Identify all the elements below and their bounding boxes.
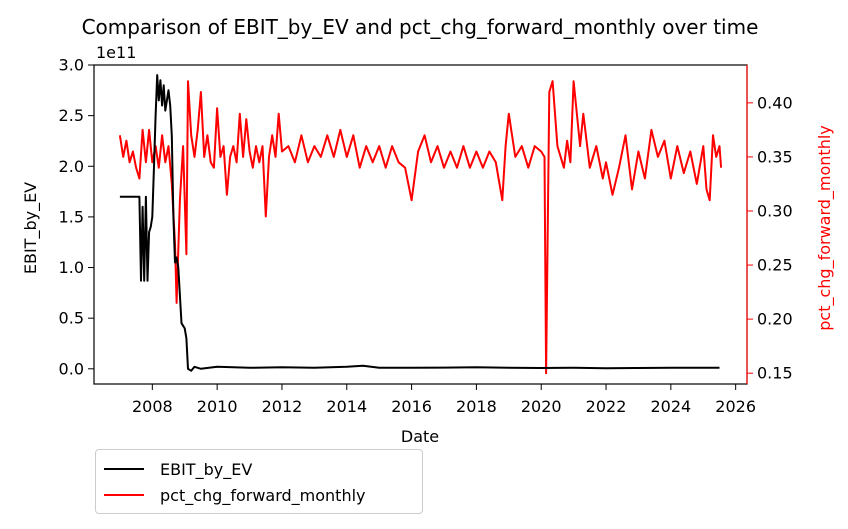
y-left-axis-ticks: 0.0 0.5 1.0 1.5 2.0 2.5 3.0: [59, 56, 94, 378]
x-axis-ticks: 2008 2010 2012 2014 2016 2018 2020 2022 2024 2026: [132, 384, 756, 416]
x-tick-label: 2018: [456, 397, 497, 416]
series-line-ebit-by-ev: [119, 74, 720, 372]
x-tick-label: 2016: [391, 397, 432, 416]
left-axis-offset-label: 1e11: [96, 43, 136, 62]
x-axis-label: Date: [401, 427, 439, 446]
y-right-tick-label: 0.15: [757, 364, 793, 383]
legend: EBIT_by_EV pct_chg_forward_monthly: [95, 449, 423, 514]
y-right-tick-label: 0.40: [757, 93, 793, 112]
legend-label-ebit-by-ev: EBIT_by_EV: [160, 459, 253, 479]
y-right-tick-label: 0.25: [757, 256, 793, 275]
y-left-tick-label: 1.0: [59, 258, 84, 277]
x-tick-label: 2020: [521, 397, 562, 416]
y-right-tick-label: 0.30: [757, 201, 793, 220]
plot-frame: [93, 64, 748, 385]
x-tick-label: 2024: [650, 397, 691, 416]
y-right-tick-label: 0.35: [757, 147, 793, 166]
y-left-axis-label: EBIT_by_EV: [21, 182, 41, 274]
legend-swatch-ebit-by-ev: [104, 468, 144, 470]
x-tick-label: 2026: [715, 397, 756, 416]
y-right-tick-label: 0.20: [757, 310, 793, 329]
y-left-tick-label: 0.5: [59, 309, 84, 328]
legend-swatch-pct-chg-forward-monthly: [104, 494, 144, 496]
legend-label-pct-chg-forward-monthly: pct_chg_forward_monthly: [160, 485, 366, 505]
series-line-pct-chg-forward-monthly: [118, 80, 723, 375]
y-right-axis-label: pct_chg_forward_monthly: [815, 125, 835, 331]
legend-item-ebit-by-ev: EBIT_by_EV: [104, 459, 252, 479]
x-tick-label: 2014: [326, 397, 367, 416]
x-tick-label: 2022: [586, 397, 627, 416]
x-tick-label: 2008: [132, 397, 173, 416]
y-left-tick-label: 3.0: [59, 56, 84, 75]
x-tick-label: 2010: [197, 397, 238, 416]
y-right-axis-ticks: 0.15 0.20 0.25 0.30 0.35 0.40: [747, 93, 793, 383]
y-left-tick-label: 2.0: [59, 157, 84, 176]
chart-title: Comparison of EBIT_by_EV and pct_chg_for…: [82, 15, 759, 39]
plot-area: [118, 74, 723, 375]
legend-item-pct-chg-forward-monthly: pct_chg_forward_monthly: [104, 485, 366, 505]
y-left-tick-label: 1.5: [59, 207, 84, 226]
y-left-tick-label: 0.0: [59, 359, 84, 378]
y-left-tick-label: 2.5: [59, 106, 84, 125]
x-tick-label: 2012: [262, 397, 303, 416]
